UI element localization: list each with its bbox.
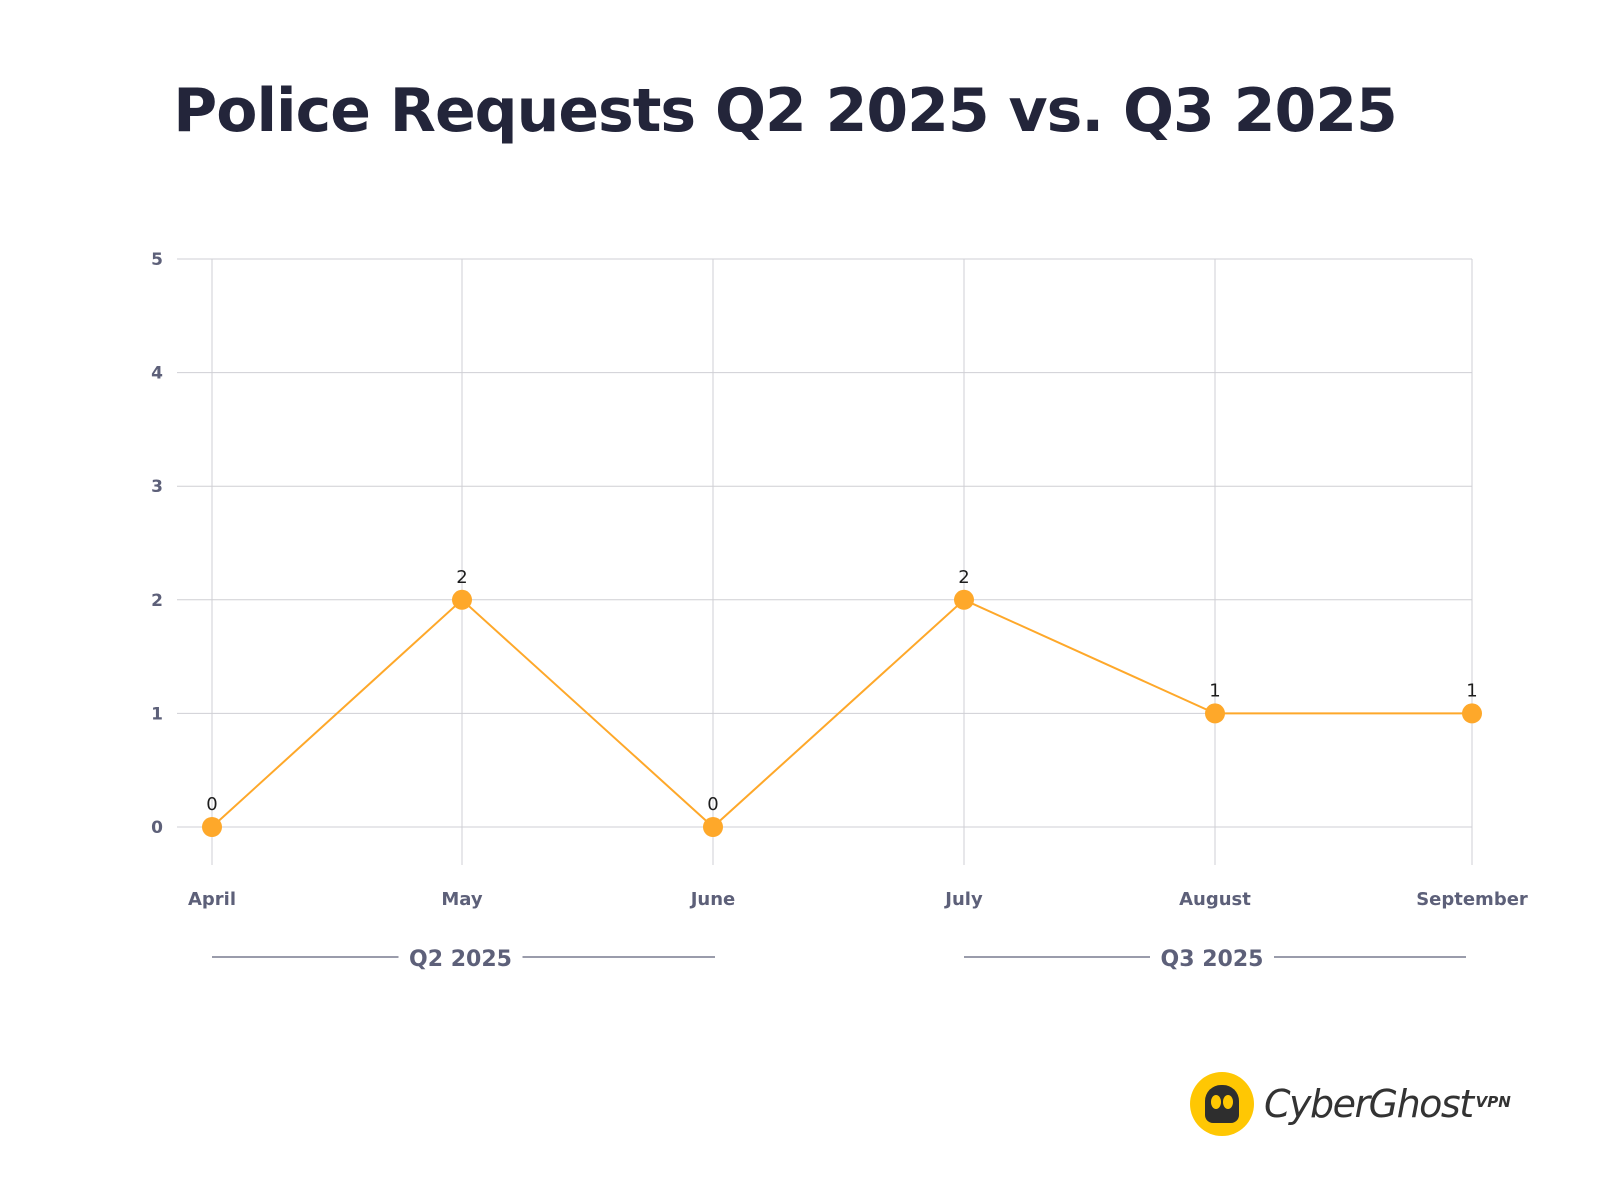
cyberghost-logo: CyberGhost VPN	[1190, 1072, 1511, 1136]
ghost-icon	[1190, 1072, 1254, 1136]
logo-suffix: VPN	[1475, 1093, 1511, 1111]
data-point-july	[954, 589, 974, 610]
x-axis-ticks: April May June July August September	[188, 889, 1528, 910]
chart-title: Police Requests Q2 2025 vs. Q3 2025	[173, 76, 1397, 146]
x-tick-label: September	[1416, 889, 1528, 910]
data-label: 2	[958, 567, 969, 588]
x-tick-label: August	[1179, 889, 1251, 910]
data-labels: 0 2 0 2 1 1	[206, 567, 1477, 815]
quarter-groups: Q2 2025 Q3 2025	[212, 947, 1466, 972]
data-label: 0	[206, 794, 217, 815]
series-police-requests	[211, 598, 1472, 829]
data-label: 1	[1466, 680, 1477, 701]
data-point-august	[1205, 703, 1225, 724]
y-tick-label: 1	[151, 704, 163, 724]
y-axis-ticks: 0 1 2 3 4 5	[151, 250, 163, 838]
y-tick-label: 4	[151, 364, 163, 384]
x-tick-label: July	[943, 889, 983, 910]
data-label: 2	[456, 567, 467, 588]
y-tick-label: 2	[151, 591, 163, 611]
y-tick-label: 0	[151, 818, 163, 838]
x-tick-label: April	[188, 889, 236, 910]
data-point-september	[1462, 703, 1482, 724]
data-label: 1	[1209, 680, 1220, 701]
data-point-april	[202, 817, 222, 837]
x-tick-label: June	[689, 889, 736, 910]
data-point-june	[703, 817, 723, 837]
logo-text: CyberGhost	[1264, 1082, 1474, 1126]
series-line	[211, 598, 1472, 829]
group-label: Q3 2025	[1161, 947, 1264, 972]
y-tick-label: 3	[151, 477, 163, 497]
x-tick-label: May	[441, 889, 483, 910]
vertical-gridlines	[211, 259, 1473, 865]
data-points	[202, 589, 1482, 837]
horizontal-gridlines	[177, 258, 1472, 828]
y-tick-label: 5	[151, 250, 163, 270]
data-point-may	[452, 589, 472, 610]
group-label: Q2 2025	[409, 947, 512, 972]
data-label: 0	[707, 794, 718, 815]
